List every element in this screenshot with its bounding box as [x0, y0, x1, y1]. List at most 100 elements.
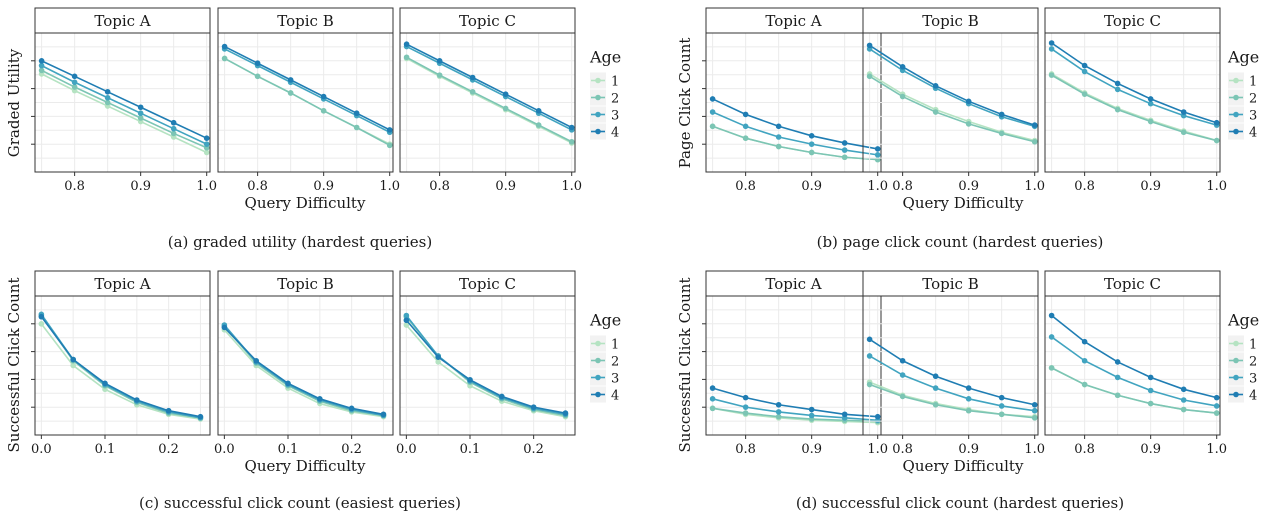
- series-line-age-3: [405, 315, 566, 416]
- series-line-age-2: [406, 56, 573, 143]
- legend-key-point: [1233, 340, 1239, 347]
- legend-label: 2: [611, 355, 619, 370]
- panel-border: [217, 32, 394, 173]
- data-point: [841, 154, 848, 161]
- data-point: [998, 411, 1005, 418]
- series-line-age-4: [869, 44, 1035, 126]
- legend-key-point: [595, 374, 601, 381]
- legend-label: 4: [1249, 126, 1257, 141]
- y-axis-title: Page Click Count: [676, 38, 694, 169]
- panel-strip-label: Topic C: [459, 275, 516, 293]
- data-point: [1147, 118, 1154, 125]
- data-point: [317, 396, 323, 402]
- legend-label: 1: [1249, 338, 1257, 353]
- series-line-age-4: [41, 60, 208, 139]
- data-point: [71, 79, 78, 86]
- data-point: [932, 373, 939, 380]
- x-tick-label: 1.0: [1024, 442, 1045, 457]
- data-point: [1081, 68, 1088, 75]
- chart-1: Graded Utility Topic A 0.8 0.9 1.0 Topic B 0.8…: [5, 7, 621, 251]
- series-line-age-4: [406, 43, 573, 129]
- x-tick-label: 0.2: [523, 442, 544, 457]
- data-point: [1048, 365, 1055, 371]
- data-point: [709, 96, 716, 102]
- panel-strip-label: Topic B: [922, 12, 978, 30]
- x-tick-label: 1.0: [196, 179, 217, 194]
- data-point: [38, 58, 45, 64]
- data-point: [775, 409, 782, 415]
- data-point: [709, 405, 716, 412]
- panel-strip-label: Topic B: [277, 275, 333, 293]
- legend-key-point: [1233, 77, 1239, 84]
- legend-key-point: [1233, 94, 1239, 101]
- data-point: [742, 135, 749, 141]
- data-point: [742, 111, 749, 118]
- x-tick-label: 0.1: [460, 442, 481, 457]
- data-point: [221, 55, 228, 62]
- legend-label: 4: [611, 389, 619, 404]
- series-line-age-1: [405, 324, 566, 418]
- data-point: [38, 67, 45, 74]
- figure-caption: (c) successful click count (easiest quer…: [139, 494, 461, 512]
- x-tick-label: 0.9: [801, 179, 822, 194]
- data-point: [965, 121, 972, 127]
- x-tick-label: 0.1: [95, 442, 116, 457]
- figure-caption: (a) graded utility (hardest queries): [168, 233, 432, 251]
- data-point: [467, 376, 473, 383]
- data-point: [874, 152, 881, 158]
- data-point: [1180, 406, 1187, 413]
- data-point: [221, 324, 228, 331]
- data-point: [1048, 334, 1055, 340]
- legend-title: Age: [1227, 311, 1259, 330]
- data-point: [1031, 407, 1038, 414]
- data-point: [1048, 46, 1055, 52]
- x-tick-label: 0.8: [892, 442, 913, 457]
- data-point: [998, 111, 1005, 118]
- data-point: [1031, 122, 1038, 128]
- series-line-age-3: [40, 313, 201, 419]
- panel-border: [862, 32, 1039, 173]
- legend-label: 4: [1249, 389, 1257, 404]
- data-point: [742, 123, 749, 130]
- series-line-age-1: [712, 407, 878, 424]
- data-point: [254, 60, 261, 67]
- series-line-age-4: [1051, 314, 1217, 399]
- data-point: [1147, 374, 1154, 381]
- data-point: [866, 42, 873, 49]
- data-point: [203, 149, 210, 156]
- legend: Age 1 2 3 4: [1227, 311, 1259, 404]
- series-line-age-1: [40, 323, 201, 420]
- legend-title: Age: [1227, 48, 1259, 67]
- data-point: [353, 110, 360, 117]
- series-line-age-1: [223, 329, 384, 418]
- x-tick-label: 0.9: [1140, 442, 1161, 457]
- series-line-age-2: [40, 315, 201, 419]
- legend-key-point: [1233, 374, 1239, 381]
- legend-key-point: [1233, 391, 1239, 398]
- x-tick-label: 0.9: [958, 179, 979, 194]
- data-point: [1031, 415, 1038, 421]
- data-point: [469, 74, 476, 81]
- data-point: [170, 125, 177, 132]
- x-tick-label: 0.8: [735, 442, 756, 457]
- data-point: [709, 385, 716, 391]
- panel-strip: [217, 270, 394, 297]
- data-point: [562, 410, 569, 416]
- data-point: [1114, 374, 1121, 381]
- data-point: [170, 119, 177, 126]
- panel-border: [1044, 295, 1221, 436]
- data-point: [502, 91, 509, 97]
- series-line-age-4: [712, 98, 878, 150]
- series-line-age-3: [869, 48, 1035, 128]
- data-point: [998, 403, 1005, 409]
- panel-1: Topic A 0.8 0.9 1.0: [31, 7, 217, 194]
- data-point: [1147, 100, 1154, 107]
- data-point: [965, 98, 972, 105]
- series-line-age-3: [223, 324, 384, 417]
- panel-3: Topic C 0.8 0.9 1.0: [1044, 270, 1227, 457]
- data-point: [1147, 387, 1154, 394]
- data-point: [1180, 129, 1187, 136]
- legend: Age 1 2 3 4: [589, 48, 621, 141]
- data-point: [38, 62, 45, 69]
